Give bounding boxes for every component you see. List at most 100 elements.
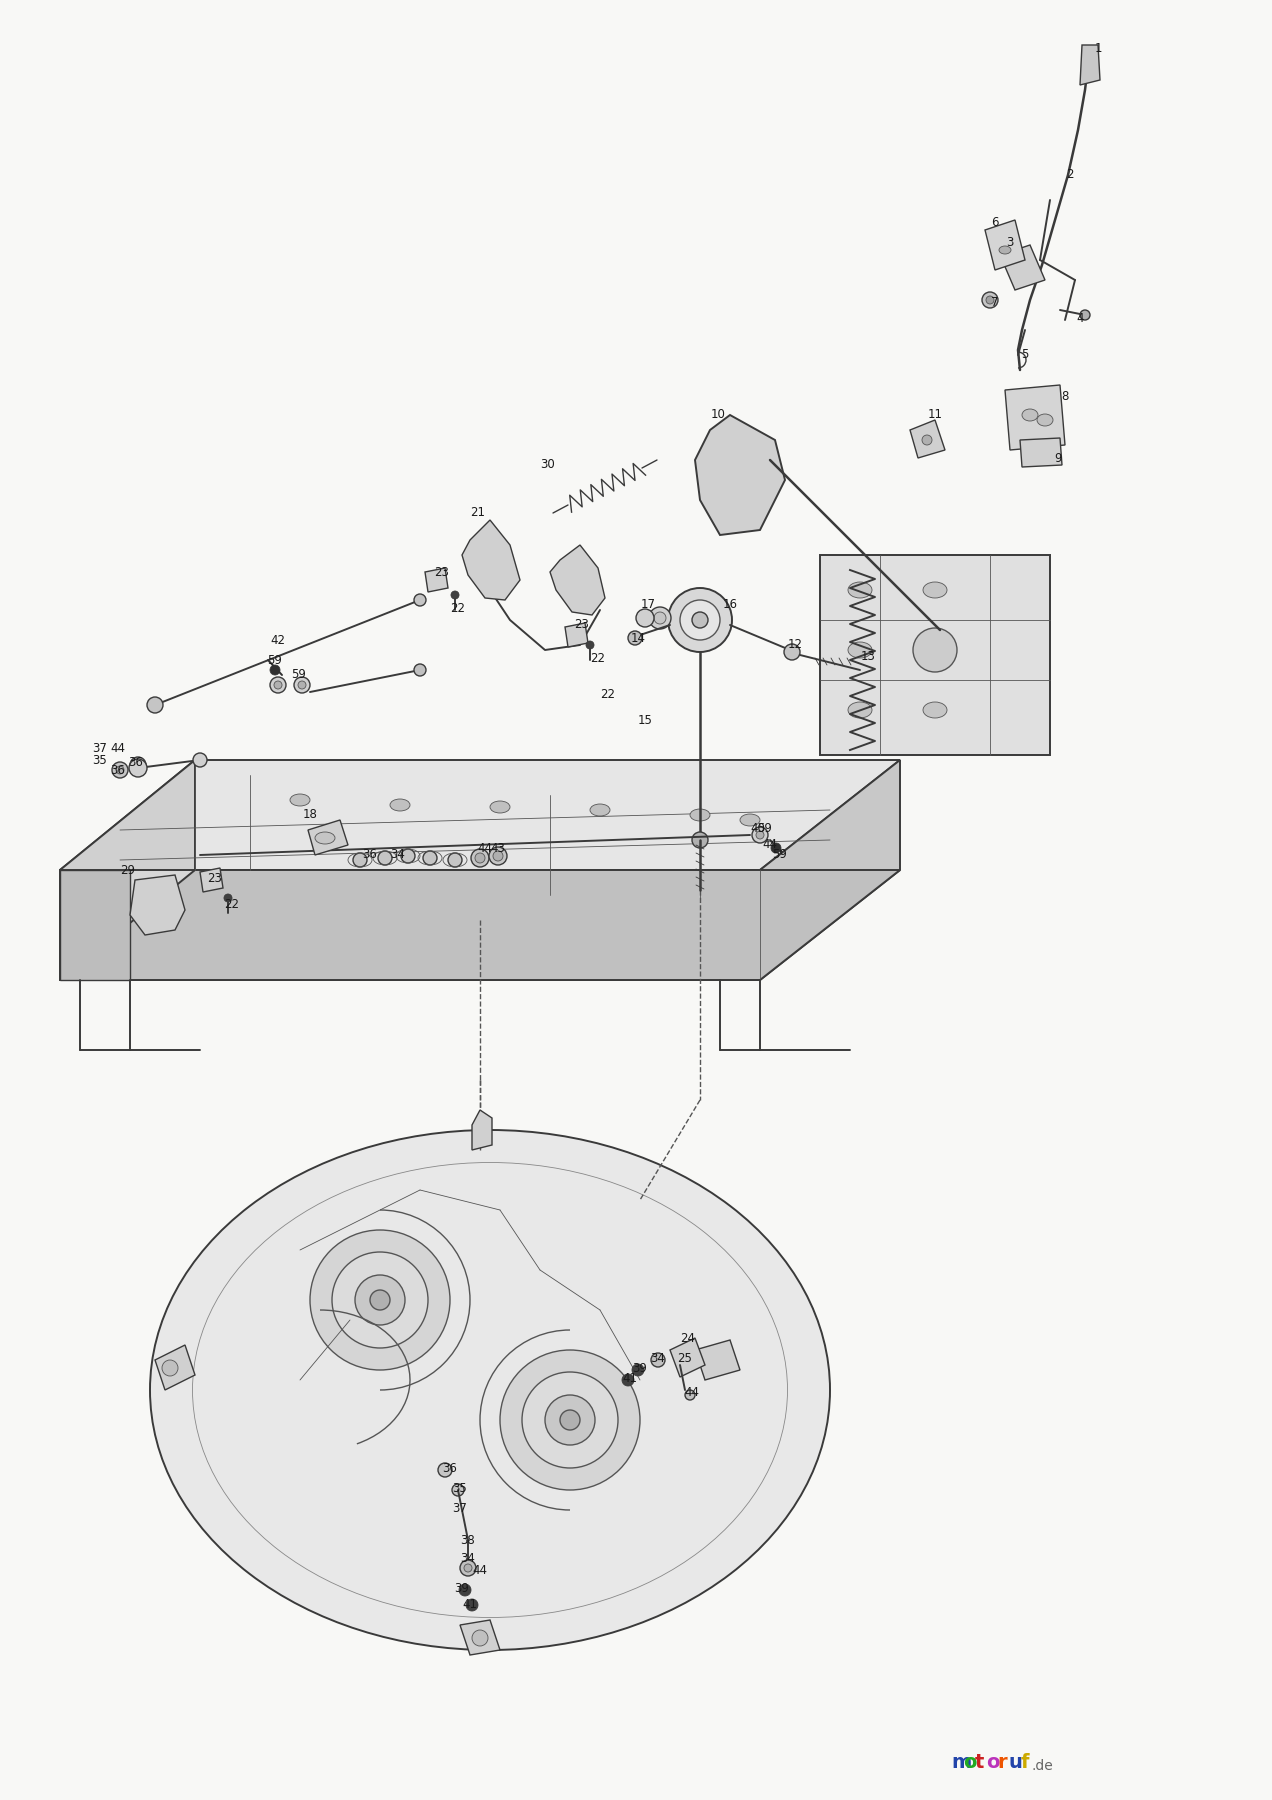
Circle shape <box>401 850 415 862</box>
Polygon shape <box>1080 45 1100 85</box>
Ellipse shape <box>923 581 946 598</box>
Circle shape <box>692 612 709 628</box>
Ellipse shape <box>1037 414 1053 427</box>
Polygon shape <box>425 569 448 592</box>
Text: 35: 35 <box>93 754 107 767</box>
Polygon shape <box>759 760 901 979</box>
Polygon shape <box>130 875 184 934</box>
Text: 5: 5 <box>1021 349 1029 362</box>
Text: 36: 36 <box>443 1462 458 1474</box>
Circle shape <box>116 767 123 774</box>
Circle shape <box>922 436 932 445</box>
Text: 39: 39 <box>454 1582 469 1595</box>
Ellipse shape <box>999 247 1011 254</box>
Circle shape <box>636 608 654 626</box>
Polygon shape <box>60 760 195 979</box>
Ellipse shape <box>391 799 410 812</box>
Circle shape <box>771 842 781 853</box>
Circle shape <box>413 594 426 607</box>
Text: 30: 30 <box>541 459 556 472</box>
Ellipse shape <box>848 702 873 718</box>
Text: 44: 44 <box>472 1564 487 1577</box>
Ellipse shape <box>689 808 710 821</box>
Text: 23: 23 <box>207 871 223 884</box>
Polygon shape <box>985 220 1025 270</box>
Circle shape <box>130 758 146 772</box>
Circle shape <box>784 644 800 661</box>
Circle shape <box>162 1361 178 1375</box>
Text: 42: 42 <box>271 634 285 646</box>
Text: m: m <box>951 1753 972 1771</box>
Circle shape <box>354 853 368 868</box>
Text: 44: 44 <box>111 742 126 754</box>
Circle shape <box>464 1564 472 1571</box>
Circle shape <box>273 680 282 689</box>
Circle shape <box>628 632 642 644</box>
Polygon shape <box>462 520 520 599</box>
Polygon shape <box>820 554 1049 754</box>
Text: 14: 14 <box>631 632 645 644</box>
Text: 18: 18 <box>303 808 318 821</box>
Polygon shape <box>695 1339 740 1381</box>
Text: 38: 38 <box>460 1534 476 1546</box>
Circle shape <box>488 848 508 866</box>
Circle shape <box>298 680 307 689</box>
Text: 16: 16 <box>722 598 738 612</box>
Circle shape <box>460 1561 476 1577</box>
Polygon shape <box>1000 245 1046 290</box>
Ellipse shape <box>740 814 759 826</box>
Text: 9: 9 <box>1054 452 1062 464</box>
Text: 44: 44 <box>477 842 492 855</box>
Circle shape <box>982 292 999 308</box>
Text: 34: 34 <box>391 848 406 862</box>
Circle shape <box>544 1395 595 1445</box>
Polygon shape <box>1005 385 1065 450</box>
Polygon shape <box>670 1337 705 1377</box>
Ellipse shape <box>150 1130 831 1651</box>
Circle shape <box>452 1483 464 1496</box>
Circle shape <box>448 853 462 868</box>
Text: 21: 21 <box>471 506 486 518</box>
Text: 37: 37 <box>93 742 107 754</box>
Circle shape <box>654 612 667 625</box>
Circle shape <box>494 851 502 860</box>
Text: 13: 13 <box>861 650 875 664</box>
Text: f: f <box>1020 1753 1029 1771</box>
Polygon shape <box>550 545 605 616</box>
Polygon shape <box>460 1620 500 1654</box>
Circle shape <box>224 895 232 902</box>
Ellipse shape <box>490 801 510 814</box>
Text: 15: 15 <box>637 713 653 727</box>
Circle shape <box>986 295 993 304</box>
Circle shape <box>294 677 310 693</box>
Polygon shape <box>1020 437 1062 466</box>
Text: 23: 23 <box>435 565 449 578</box>
Ellipse shape <box>1021 409 1038 421</box>
Polygon shape <box>155 1345 195 1390</box>
Circle shape <box>472 1631 488 1645</box>
Text: r: r <box>997 1753 1007 1771</box>
Circle shape <box>1080 310 1090 320</box>
Polygon shape <box>60 760 901 869</box>
Circle shape <box>632 1364 644 1375</box>
Text: 40: 40 <box>750 821 766 835</box>
Circle shape <box>134 761 142 769</box>
Text: 3: 3 <box>1006 236 1014 248</box>
Circle shape <box>270 664 280 675</box>
Circle shape <box>668 589 731 652</box>
Circle shape <box>452 590 459 599</box>
Polygon shape <box>308 821 349 855</box>
Text: 59: 59 <box>291 668 307 682</box>
Text: 23: 23 <box>575 619 589 632</box>
Circle shape <box>560 1409 580 1429</box>
Ellipse shape <box>848 581 873 598</box>
Text: 37: 37 <box>453 1501 467 1514</box>
Circle shape <box>651 1354 665 1366</box>
Polygon shape <box>565 623 588 646</box>
Circle shape <box>370 1291 391 1310</box>
Circle shape <box>466 1598 478 1611</box>
Circle shape <box>270 677 286 693</box>
Text: 4: 4 <box>1076 311 1084 324</box>
Polygon shape <box>200 868 223 893</box>
Circle shape <box>112 761 128 778</box>
